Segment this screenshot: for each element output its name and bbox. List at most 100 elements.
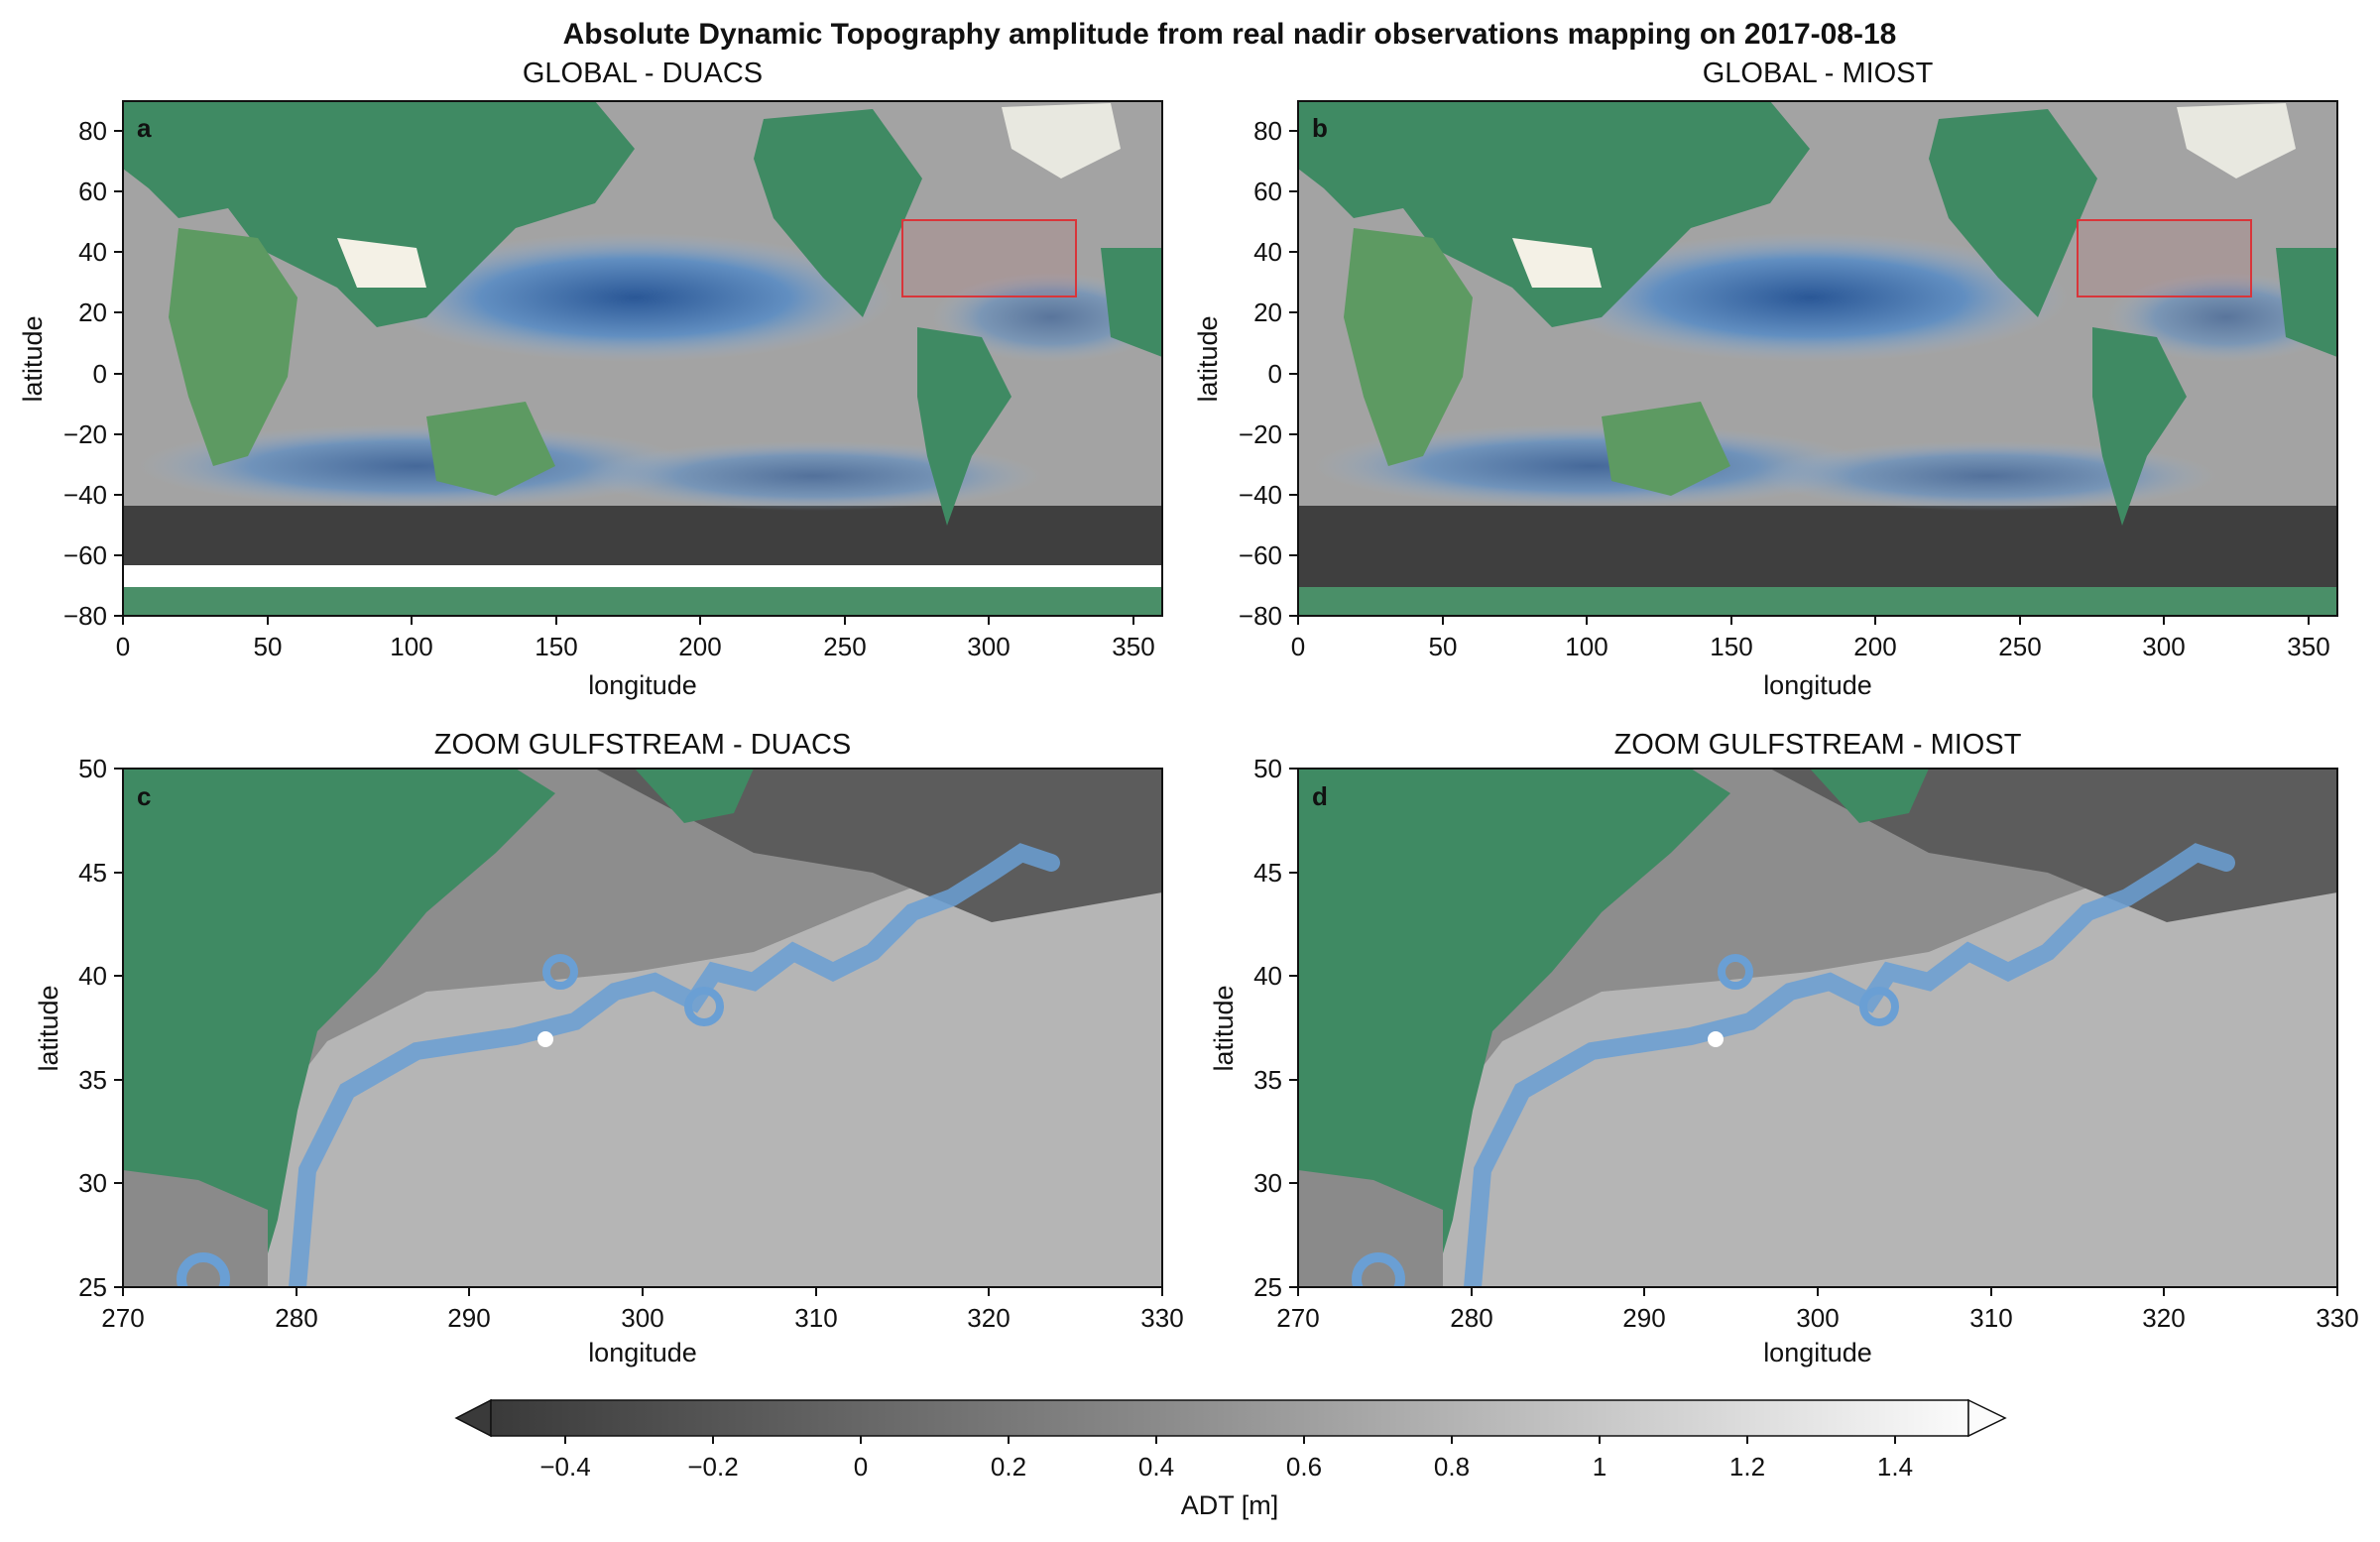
- y-tick-label: 25: [78, 1272, 107, 1302]
- y-ticks: 50 45 40 35 30 25: [78, 754, 123, 1302]
- colorbar-extend-min: [454, 1398, 492, 1438]
- y-tick-label: −20: [1239, 419, 1282, 449]
- y-tick-label: 50: [1253, 754, 1282, 783]
- y-ticks: 80 60 40 20 0 −20 −40 −60 −80: [63, 116, 123, 631]
- y-tick-label: 20: [78, 297, 107, 327]
- panel-c: ZOOM GULFSTREAM - DUACS c 270: [34, 729, 1184, 1367]
- panel-letter: a: [137, 113, 152, 143]
- y-tick-label: 30: [1253, 1168, 1282, 1198]
- y-tick-label: 35: [78, 1065, 107, 1095]
- colorbar-tick-label: 0.8: [1434, 1452, 1470, 1482]
- x-tick-label: 100: [1565, 632, 1607, 661]
- colorbar-tick-label: 1: [1593, 1452, 1606, 1482]
- colorbar-tick-label: 0.2: [991, 1452, 1026, 1482]
- y-tick-label: 40: [1253, 961, 1282, 991]
- x-tick-label: 50: [254, 632, 283, 661]
- y-tick-label: −60: [1239, 540, 1282, 570]
- y-axis-label: latitude: [18, 315, 48, 402]
- x-axis-label: longitude: [588, 1338, 697, 1367]
- y-tick-label: 20: [1253, 297, 1282, 327]
- x-tick-label: 350: [1112, 632, 1154, 661]
- y-tick-label: 50: [78, 754, 107, 783]
- y-tick-label: −80: [1239, 601, 1282, 631]
- colorbar-body: [490, 1399, 1969, 1437]
- x-tick-label: 330: [2316, 1303, 2358, 1333]
- x-tick-label: 290: [1622, 1303, 1665, 1333]
- map-global: [123, 101, 1162, 616]
- x-tick-label: 200: [1853, 632, 1896, 661]
- colorbar-extend-max: [1967, 1398, 2007, 1438]
- y-tick-label: −80: [63, 601, 107, 631]
- y-tick-label: 80: [1253, 116, 1282, 146]
- x-tick-label: 270: [1276, 1303, 1319, 1333]
- colorbar-tick-label: 1.2: [1729, 1452, 1765, 1482]
- x-tick-label: 290: [447, 1303, 490, 1333]
- panel-b: GLOBAL - MIOST b: [1193, 58, 2338, 700]
- map-global: [1298, 101, 2337, 616]
- x-tick-label: 280: [275, 1303, 317, 1333]
- y-tick-label: 40: [78, 961, 107, 991]
- x-tick-label: 330: [1140, 1303, 1183, 1333]
- panel-title: GLOBAL - DUACS: [523, 58, 763, 89]
- y-tick-label: 60: [1253, 177, 1282, 206]
- x-tick-label: 300: [621, 1303, 663, 1333]
- x-tick-label: 280: [1450, 1303, 1492, 1333]
- x-tick-label: 100: [390, 632, 432, 661]
- y-tick-label: 40: [78, 237, 107, 267]
- x-tick-label: 300: [967, 632, 1010, 661]
- x-tick-label: 50: [1429, 632, 1458, 661]
- figure-suptitle: Absolute Dynamic Topography amplitude fr…: [563, 18, 1897, 51]
- x-axis-label: longitude: [588, 670, 697, 700]
- colorbar-tick-label: −0.4: [539, 1452, 590, 1482]
- y-tick-label: −40: [1239, 480, 1282, 510]
- colorbar-tick-label: 1.4: [1877, 1452, 1913, 1482]
- y-axis-label: latitude: [1193, 315, 1223, 402]
- y-tick-label: 30: [78, 1168, 107, 1198]
- y-tick-label: 0: [1268, 359, 1282, 389]
- y-tick-label: 60: [78, 177, 107, 206]
- x-tick-label: 320: [967, 1303, 1010, 1333]
- panel-title: GLOBAL - MIOST: [1703, 58, 1934, 89]
- panel-a: GLOBAL - DUACS a: [18, 58, 1163, 700]
- x-tick-label: 250: [823, 632, 866, 661]
- x-tick-label: 0: [1291, 632, 1305, 661]
- x-tick-label: 150: [1710, 632, 1752, 661]
- map-gulfstream: [123, 769, 1162, 1287]
- y-axis-label: latitude: [1209, 985, 1239, 1071]
- x-ticks: 270 280 290 300 310 320 330: [101, 1287, 1184, 1333]
- panel-letter: b: [1312, 113, 1328, 143]
- x-tick-label: 350: [2287, 632, 2329, 661]
- panel-letter: c: [137, 781, 151, 811]
- colorbar-tick-label: 0.4: [1138, 1452, 1174, 1482]
- y-tick-label: 35: [1253, 1065, 1282, 1095]
- y-tick-label: −20: [63, 419, 107, 449]
- panel-title: ZOOM GULFSTREAM - MIOST: [1614, 729, 2022, 761]
- gulfstream-zoom-box: [901, 219, 1077, 297]
- x-tick-label: 300: [1796, 1303, 1839, 1333]
- x-tick-label: 310: [1969, 1303, 2012, 1333]
- x-axis-label: longitude: [1763, 670, 1872, 700]
- y-tick-label: −60: [63, 540, 107, 570]
- x-tick-label: 310: [794, 1303, 837, 1333]
- colorbar: −0.4 −0.2 0 0.2 0.4 0.6 0.8 1 1.2 1.4 AD…: [454, 1398, 2007, 1520]
- x-tick-label: 320: [2142, 1303, 2185, 1333]
- y-tick-label: 80: [78, 116, 107, 146]
- x-ticks: 270 280 290 300 310 320 330: [1276, 1287, 2359, 1333]
- x-tick-label: 150: [535, 632, 577, 661]
- colorbar-ticks: −0.4 −0.2 0 0.2 0.4 0.6 0.8 1 1.2 1.4: [539, 1436, 1913, 1482]
- y-tick-label: 25: [1253, 1272, 1282, 1302]
- x-ticks: 0 50 100 150 200 250 300 350: [116, 616, 1155, 661]
- x-tick-label: 0: [116, 632, 130, 661]
- y-tick-label: −40: [63, 480, 107, 510]
- gulfstream-zoom-box: [2077, 219, 2252, 297]
- y-tick-label: 40: [1253, 237, 1282, 267]
- y-tick-label: 45: [78, 858, 107, 888]
- colorbar-tick-label: −0.2: [687, 1452, 738, 1482]
- y-axis-label: latitude: [34, 985, 63, 1071]
- y-ticks: 80 60 40 20 0 −20 −40 −60 −80: [1239, 116, 1298, 631]
- y-tick-label: 0: [93, 359, 107, 389]
- y-tick-label: 45: [1253, 858, 1282, 888]
- x-tick-label: 270: [101, 1303, 144, 1333]
- map-gulfstream: [1298, 769, 2337, 1287]
